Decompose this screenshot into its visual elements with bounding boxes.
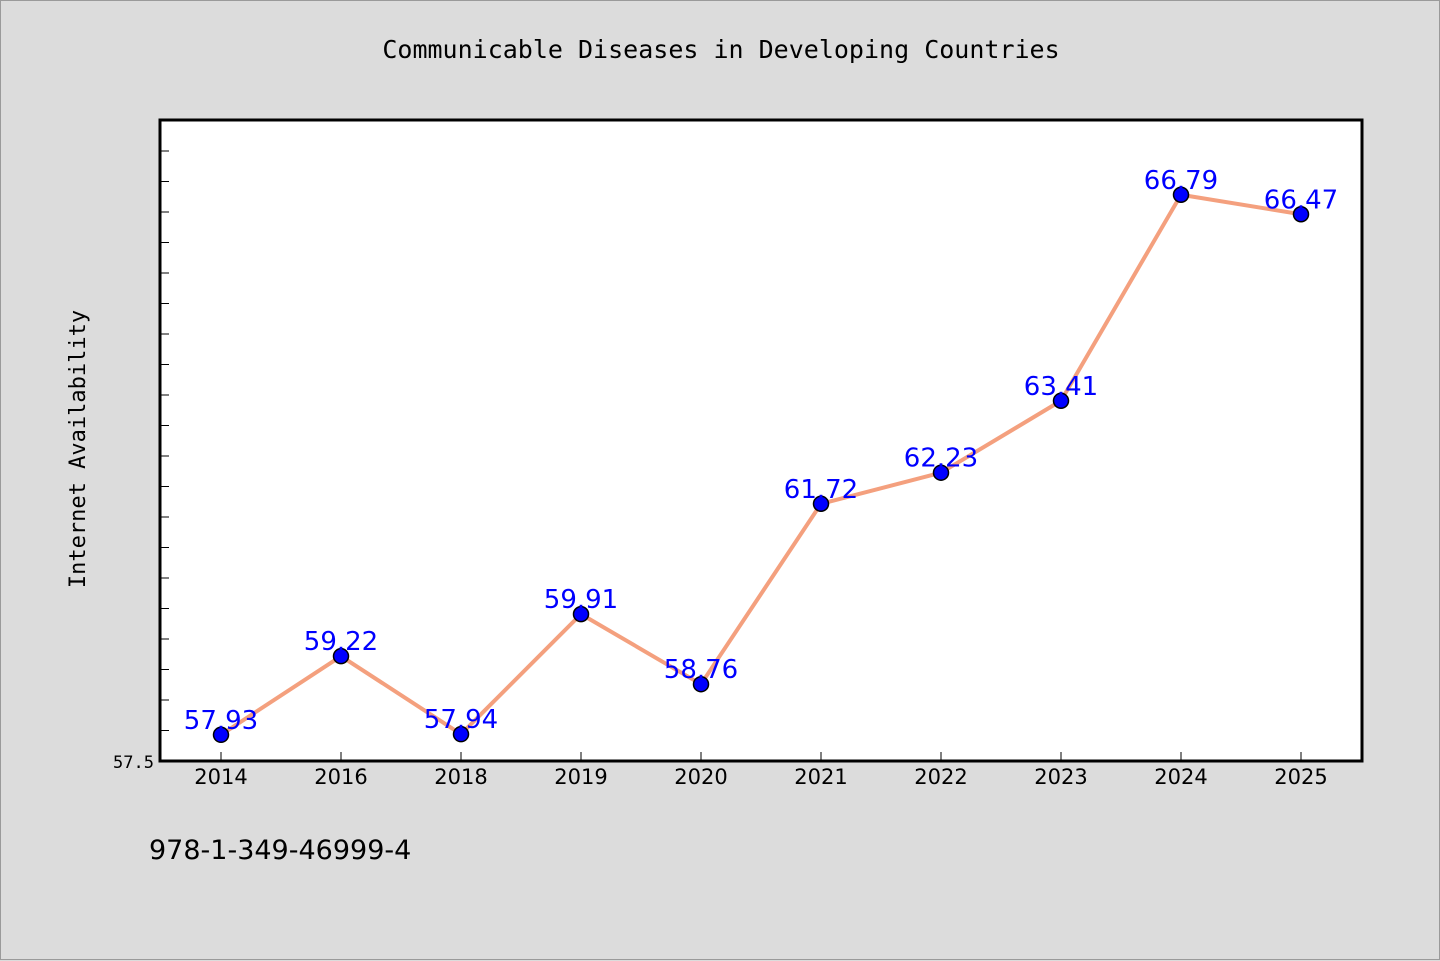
data-label: 66.79 xyxy=(1144,166,1218,196)
data-label: 59.22 xyxy=(304,627,378,657)
y-axis-ticks xyxy=(161,150,169,762)
data-point xyxy=(572,605,590,623)
data-label: 66.47 xyxy=(1264,185,1338,215)
x-axis-ticks xyxy=(220,752,1302,761)
x-tick-label: 2014 xyxy=(194,765,247,789)
data-markers xyxy=(212,186,1310,744)
y-axis-label: Internet Availability xyxy=(66,310,91,588)
data-point xyxy=(812,495,830,513)
x-tick-label: 2022 xyxy=(914,765,967,789)
x-tick-labels: 2014 2016 2018 2019 2020 2021 2022 2023 2024 2025 xyxy=(194,765,1327,789)
data-label: 59.91 xyxy=(544,585,618,615)
footer-code: 978-1-349-46999-4 xyxy=(149,835,412,866)
data-point xyxy=(452,725,470,743)
data-label: 62.23 xyxy=(904,444,978,474)
x-tick-label: 2016 xyxy=(314,765,367,789)
chart-title: Communicable Diseases in Developing Coun… xyxy=(382,35,1060,64)
data-label: 57.94 xyxy=(424,705,498,735)
x-tick-label: 2025 xyxy=(1274,765,1327,789)
data-point xyxy=(332,647,350,665)
x-tick-label: 2020 xyxy=(674,765,727,789)
y-tick-label: 57.5 xyxy=(113,753,154,773)
data-label: 61.72 xyxy=(784,475,858,505)
x-tick-label: 2021 xyxy=(794,765,847,789)
series-line xyxy=(219,192,1302,737)
data-labels: 57.93 59.22 57.94 59.91 58.76 61.72 62.23 63.41… xyxy=(184,166,1338,736)
x-tick-label: 2023 xyxy=(1034,765,1087,789)
data-label: 58.76 xyxy=(664,655,738,685)
series-line-path xyxy=(219,192,1302,737)
data-point xyxy=(212,726,230,744)
data-label: 63.41 xyxy=(1024,372,1098,402)
x-tick-label: 2024 xyxy=(1154,765,1207,789)
data-point xyxy=(932,464,950,481)
data-point xyxy=(1292,206,1310,223)
x-tick-label: 2019 xyxy=(554,765,607,789)
x-tick-label: 2018 xyxy=(434,765,487,789)
data-label: 57.93 xyxy=(184,706,258,736)
data-point xyxy=(692,675,710,693)
data-point xyxy=(1052,392,1070,410)
data-point xyxy=(1172,186,1190,204)
plot-area xyxy=(158,118,1364,763)
